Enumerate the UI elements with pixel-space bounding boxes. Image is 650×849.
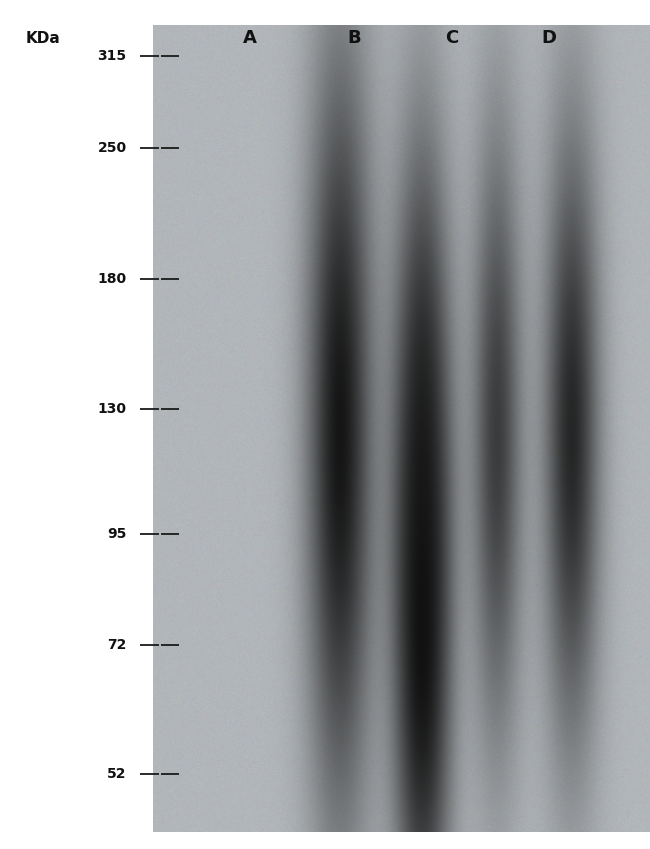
Text: 130: 130 xyxy=(98,402,127,416)
Text: 72: 72 xyxy=(107,638,127,651)
Text: 95: 95 xyxy=(107,527,127,541)
Text: D: D xyxy=(541,29,557,48)
Text: 315: 315 xyxy=(98,49,127,63)
Text: 250: 250 xyxy=(98,141,127,155)
Text: A: A xyxy=(243,29,257,48)
Text: KDa: KDa xyxy=(26,31,60,46)
Text: B: B xyxy=(348,29,361,48)
Text: 52: 52 xyxy=(107,767,127,781)
Text: 180: 180 xyxy=(98,273,127,286)
Text: C: C xyxy=(445,29,458,48)
